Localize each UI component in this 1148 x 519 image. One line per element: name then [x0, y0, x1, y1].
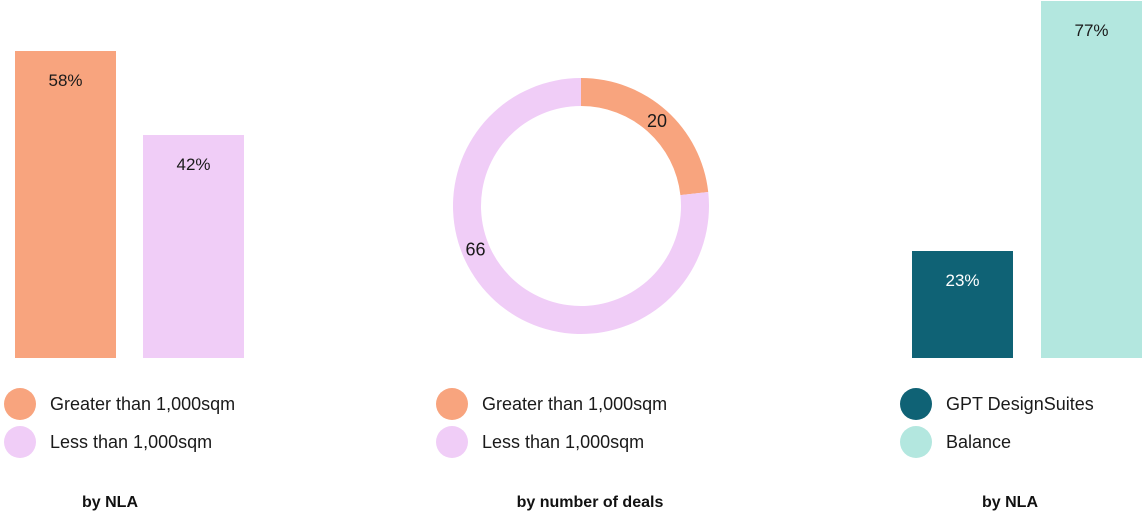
legend-label-less: Less than 1,000sqm [50, 431, 213, 452]
donut-data-label: 20 [647, 111, 667, 131]
legend-item-greater: Greater than 1,000sqm [4, 385, 235, 423]
chart-nla-size: 58% 42% Greater than 1,000sqm Less than 1… [0, 0, 300, 519]
legend-swatch-balance [900, 426, 932, 458]
legend-item-balance: Balance [900, 423, 1094, 461]
legend-label-less: Less than 1,000sqm [482, 431, 645, 452]
legend-swatch-less [4, 426, 36, 458]
bar-data-label: 42% [176, 155, 211, 175]
bar-2: 42% [143, 135, 244, 358]
chart-caption-nla-size: by NLA [82, 494, 138, 511]
bar-data-label: 23% [945, 271, 980, 291]
bar-data-label: 58% [48, 70, 83, 90]
legend-swatch-gpt [900, 388, 932, 420]
legend-label-balance: Balance [946, 431, 1012, 452]
legend-swatch-greater [4, 388, 36, 420]
legend-item-greater: Greater than 1,000sqm [436, 385, 667, 423]
legend-swatch-less [436, 426, 468, 458]
bar-1: 23% [912, 251, 1013, 358]
chart-nla-gpt: 23% 77% GPT DesignSuites Balance by NLA [880, 0, 1148, 519]
legend-label-greater: Greater than 1,000sqm [482, 393, 668, 414]
legend-swatch-greater [436, 388, 468, 420]
chart-caption-deals: by number of deals [516, 494, 664, 511]
bar-data-label: 77% [1074, 20, 1109, 40]
legend-item-less: Less than 1,000sqm [4, 423, 235, 461]
bar-2: 77% [1041, 0, 1142, 358]
legend-item-less: Less than 1,000sqm [436, 423, 667, 461]
legend-item-gpt: GPT DesignSuites [900, 385, 1094, 423]
chart-deals: 20 66 Greater than 1,000sqm Less than 1,0… [400, 0, 780, 519]
donut-slice-1 [581, 78, 709, 196]
legend-label-gpt: GPT DesignSuites [946, 393, 1094, 414]
chart-caption-nla-gpt: by NLA [982, 494, 1038, 511]
legend-nla-gpt: GPT DesignSuites Balance [900, 385, 1094, 461]
legend-label-greater: Greater than 1,000sqm [50, 393, 236, 414]
bar-1: 58% [15, 50, 116, 358]
donut-data-label: 66 [466, 239, 486, 259]
legend-deals: Greater than 1,000sqm Less than 1,000sqm [436, 385, 667, 461]
legend-nla-size: Greater than 1,000sqm Less than 1,000sqm [4, 385, 235, 461]
